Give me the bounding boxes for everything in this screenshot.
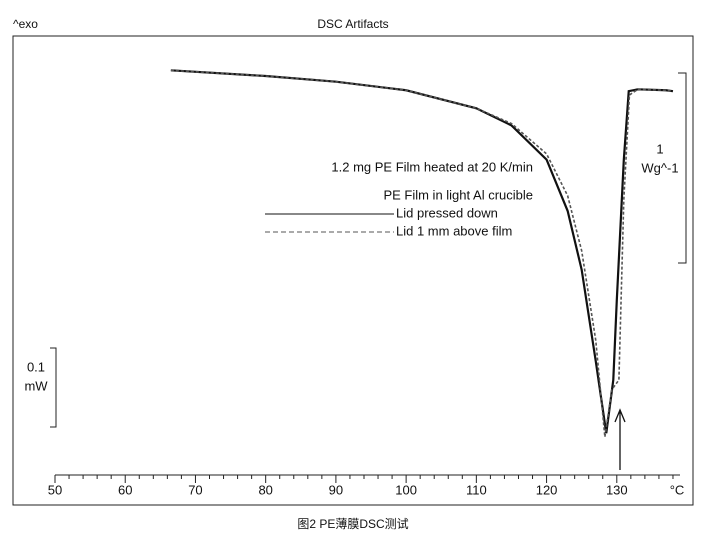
legend-title: PE Film in light Al crucible — [383, 187, 533, 202]
frame — [12, 35, 694, 506]
x-tick-label: 70 — [188, 482, 202, 497]
x-tick-label: 130 — [606, 482, 628, 497]
legend-label: Lid pressed down — [396, 205, 498, 220]
y-label: ^exo — [13, 17, 38, 31]
x-tick-label: 120 — [536, 482, 558, 497]
scale-value: 0.1 — [27, 359, 45, 374]
x-tick-label: 50 — [48, 482, 62, 497]
scale-value: 1 — [656, 141, 663, 156]
x-tick-label: 60 — [118, 482, 132, 497]
scale-bar — [678, 72, 687, 264]
x-tick-label: 90 — [329, 482, 343, 497]
scale-unit: Wg^-1 — [641, 160, 678, 175]
x-tick-label: 80 — [258, 482, 272, 497]
x-unit: °C — [670, 482, 685, 497]
caption: 图2 PE薄膜DSC测试 — [297, 516, 408, 531]
scale-unit: mW — [24, 378, 48, 393]
annotation: 1.2 mg PE Film heated at 20 K/min — [331, 159, 533, 174]
x-tick-label: 110 — [466, 482, 487, 497]
chart-title: DSC Artifacts — [317, 17, 388, 31]
arrow — [614, 408, 626, 470]
series-line — [170, 69, 674, 438]
series-line — [170, 69, 674, 434]
x-tick-label: 100 — [395, 482, 417, 497]
legend-label: Lid 1 mm above film — [396, 223, 512, 238]
scale-bar — [50, 347, 57, 428]
